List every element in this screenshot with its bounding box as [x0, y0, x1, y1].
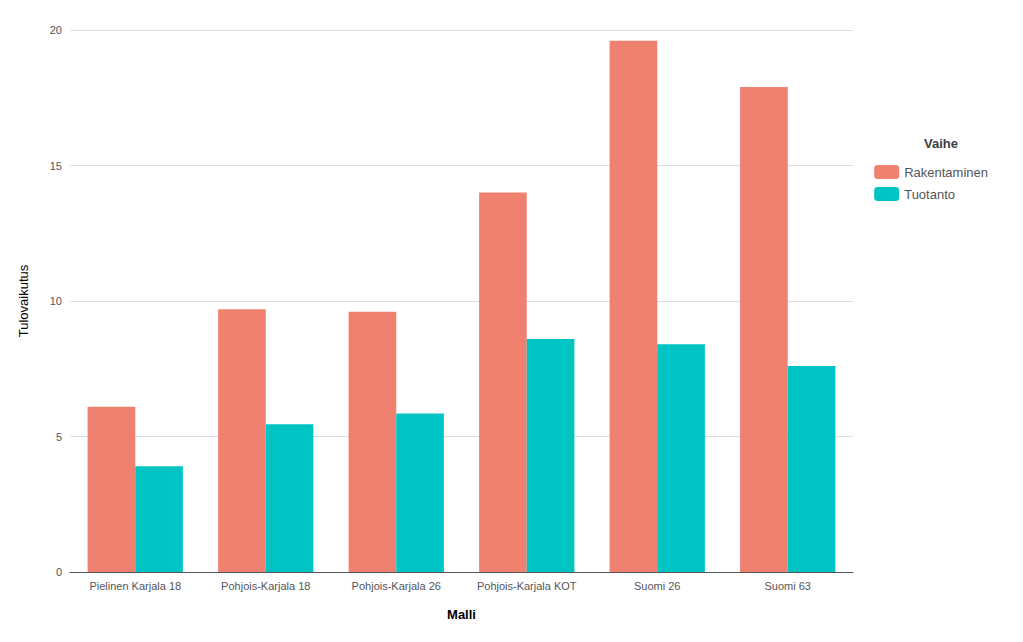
svg-text:10: 10 — [50, 295, 62, 307]
svg-text:Malli: Malli — [447, 607, 476, 622]
svg-text:Suomi 26: Suomi 26 — [634, 580, 680, 592]
svg-text:Pohjois-Karjala 26: Pohjois-Karjala 26 — [352, 580, 441, 592]
svg-text:Pohjois-Karjala KOT: Pohjois-Karjala KOT — [477, 580, 577, 592]
svg-text:15: 15 — [50, 160, 62, 172]
svg-text:Tuotanto: Tuotanto — [904, 187, 955, 202]
svg-text:5: 5 — [56, 431, 62, 443]
svg-text:Rakentaminen: Rakentaminen — [904, 165, 988, 180]
svg-text:Suomi 63: Suomi 63 — [765, 580, 811, 592]
svg-text:Tulovaikutus: Tulovaikutus — [16, 264, 31, 337]
svg-text:Vaihe: Vaihe — [924, 136, 958, 151]
svg-text:Pielinen Karjala 18: Pielinen Karjala 18 — [89, 580, 181, 592]
svg-text:Pohjois-Karjala 18: Pohjois-Karjala 18 — [221, 580, 310, 592]
svg-text:0: 0 — [56, 566, 62, 578]
svg-text:20: 20 — [50, 24, 62, 36]
